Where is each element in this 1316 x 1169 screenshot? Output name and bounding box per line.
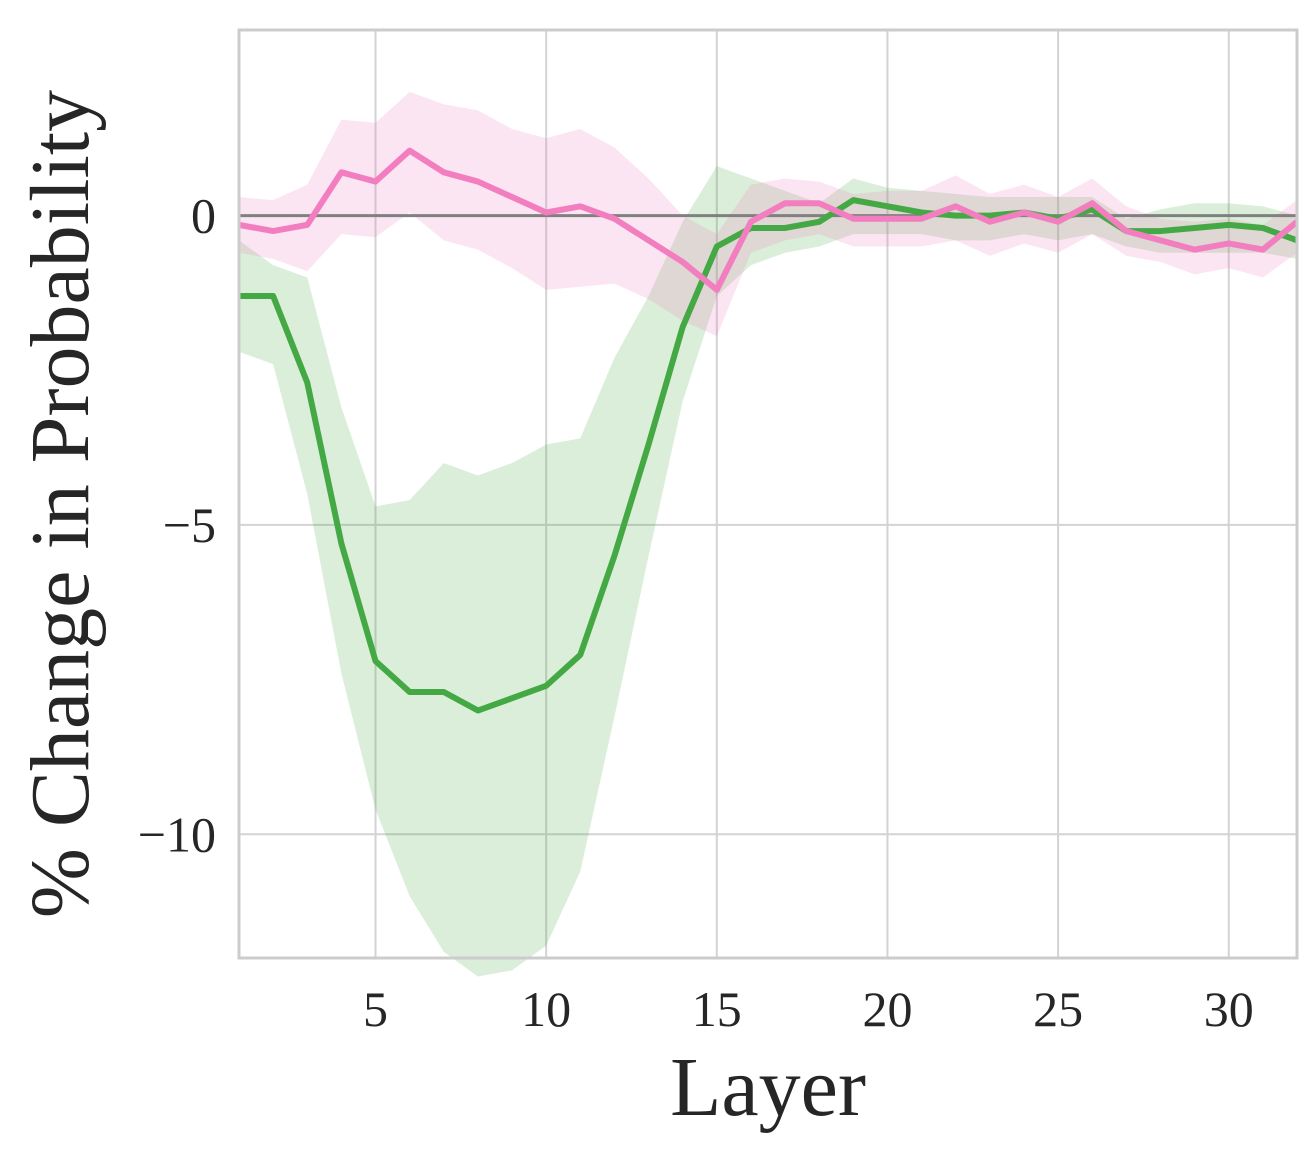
y-tick-label-0: 0 [191,188,216,244]
series-2-line [238,147,1299,293]
x-tick-label-10: 10 [521,981,571,1037]
x-tick-label-20: 20 [862,981,912,1037]
x-tick-label-25: 25 [1033,981,1083,1037]
x-tick-label-30: 30 [1204,981,1254,1037]
y-tick-labels: 0 −5 −10 [138,188,216,863]
x-tick-label-5: 5 [363,981,388,1037]
x-tick-labels: 5 10 15 20 25 30 [363,981,1254,1037]
plot-frame [237,28,1299,960]
confidence-bands [239,91,1297,977]
series-1-band [239,166,1297,977]
x-tick-label-15: 15 [692,981,742,1037]
y-axis-title: % Change in Probability [14,90,107,918]
series-lines [238,147,1299,714]
x-axis-title: Layer [670,1041,866,1134]
y-tick-label-2: −10 [138,806,216,862]
y-tick-label-1: −5 [163,497,216,553]
